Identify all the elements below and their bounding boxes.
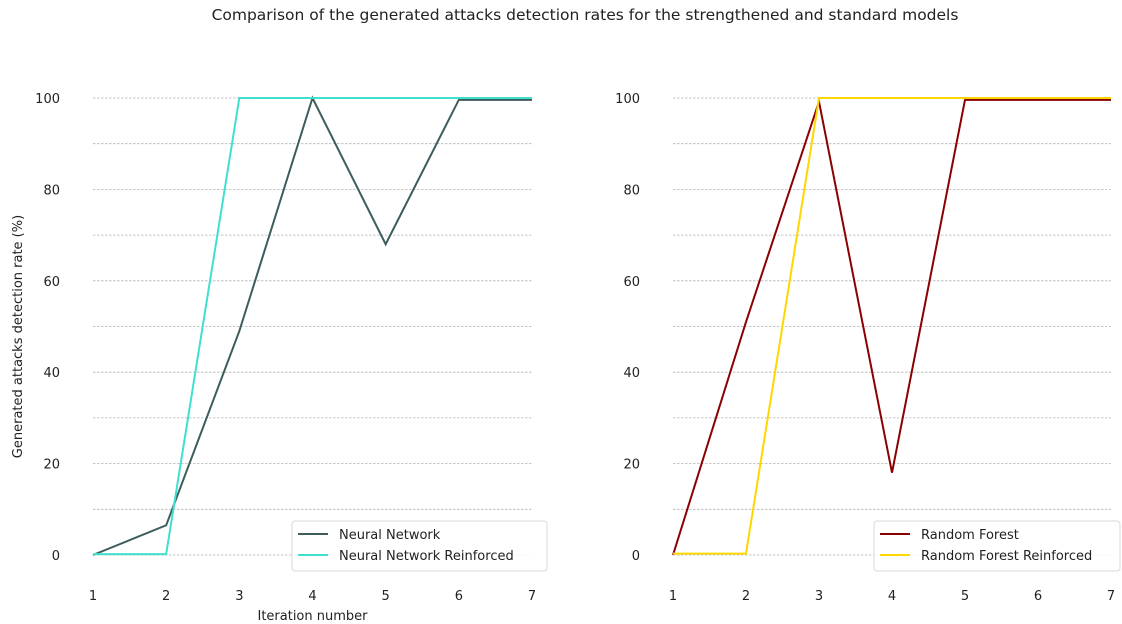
x-tick-label: 6 — [1034, 589, 1042, 604]
legend-label: Random Forest — [921, 528, 1019, 543]
y-tick-label: 40 — [623, 366, 640, 381]
x-tick-label: 5 — [382, 589, 390, 604]
legend: Random Forest Random Forest Reinforced — [873, 520, 1121, 572]
y-axis-label: Generated attacks detection rate (%) — [11, 215, 26, 458]
y-tick-label: 0 — [632, 549, 640, 564]
x-tick-label: 6 — [455, 589, 463, 604]
series-line-random-forest — [672, 97, 1111, 556]
legend-box — [291, 520, 548, 572]
chart-panel-1: 0 20 40 60 80 100 1 2 3 4 5 6 7 Iteration number Gener… — [11, 92, 548, 624]
x-tick-label: 1 — [89, 589, 97, 604]
legend-label: Neural Network Reinforced — [339, 549, 514, 564]
figure-title: Comparison of the generated attacks dete… — [211, 6, 959, 24]
y-tick-label: 100 — [615, 92, 640, 107]
legend-label: Random Forest Reinforced — [921, 549, 1092, 564]
x-tick-label: 3 — [815, 589, 823, 604]
y-tick-label: 40 — [43, 366, 60, 381]
y-tick-label: 80 — [43, 183, 60, 198]
y-tick-label: 100 — [35, 92, 60, 107]
x-axis-label: Iteration number — [257, 609, 368, 624]
x-tick-label: 4 — [888, 589, 896, 604]
y-tick-label: 0 — [52, 549, 60, 564]
x-tick-label: 5 — [961, 589, 969, 604]
legend-label: Neural Network — [339, 528, 441, 543]
y-tick-label: 60 — [623, 275, 640, 290]
y-tick-label: 60 — [43, 275, 60, 290]
y-tick-label: 20 — [623, 458, 640, 473]
x-tick-label: 4 — [308, 589, 316, 604]
legend-box — [873, 520, 1121, 572]
series-line-neural-network-reinforced — [93, 97, 532, 556]
x-tick-label: 1 — [669, 589, 677, 604]
y-tick-label: 20 — [43, 458, 60, 473]
y-tick-label: 80 — [623, 183, 640, 198]
series-line-random-forest-reinforced — [673, 97, 1111, 555]
x-tick-label: 7 — [1107, 589, 1115, 604]
x-tick-label: 2 — [162, 589, 170, 604]
x-tick-label: 7 — [528, 589, 536, 604]
legend: Neural Network Neural Network Reinforced — [291, 520, 548, 572]
x-tick-label: 2 — [742, 589, 750, 604]
x-tick-label: 3 — [235, 589, 243, 604]
